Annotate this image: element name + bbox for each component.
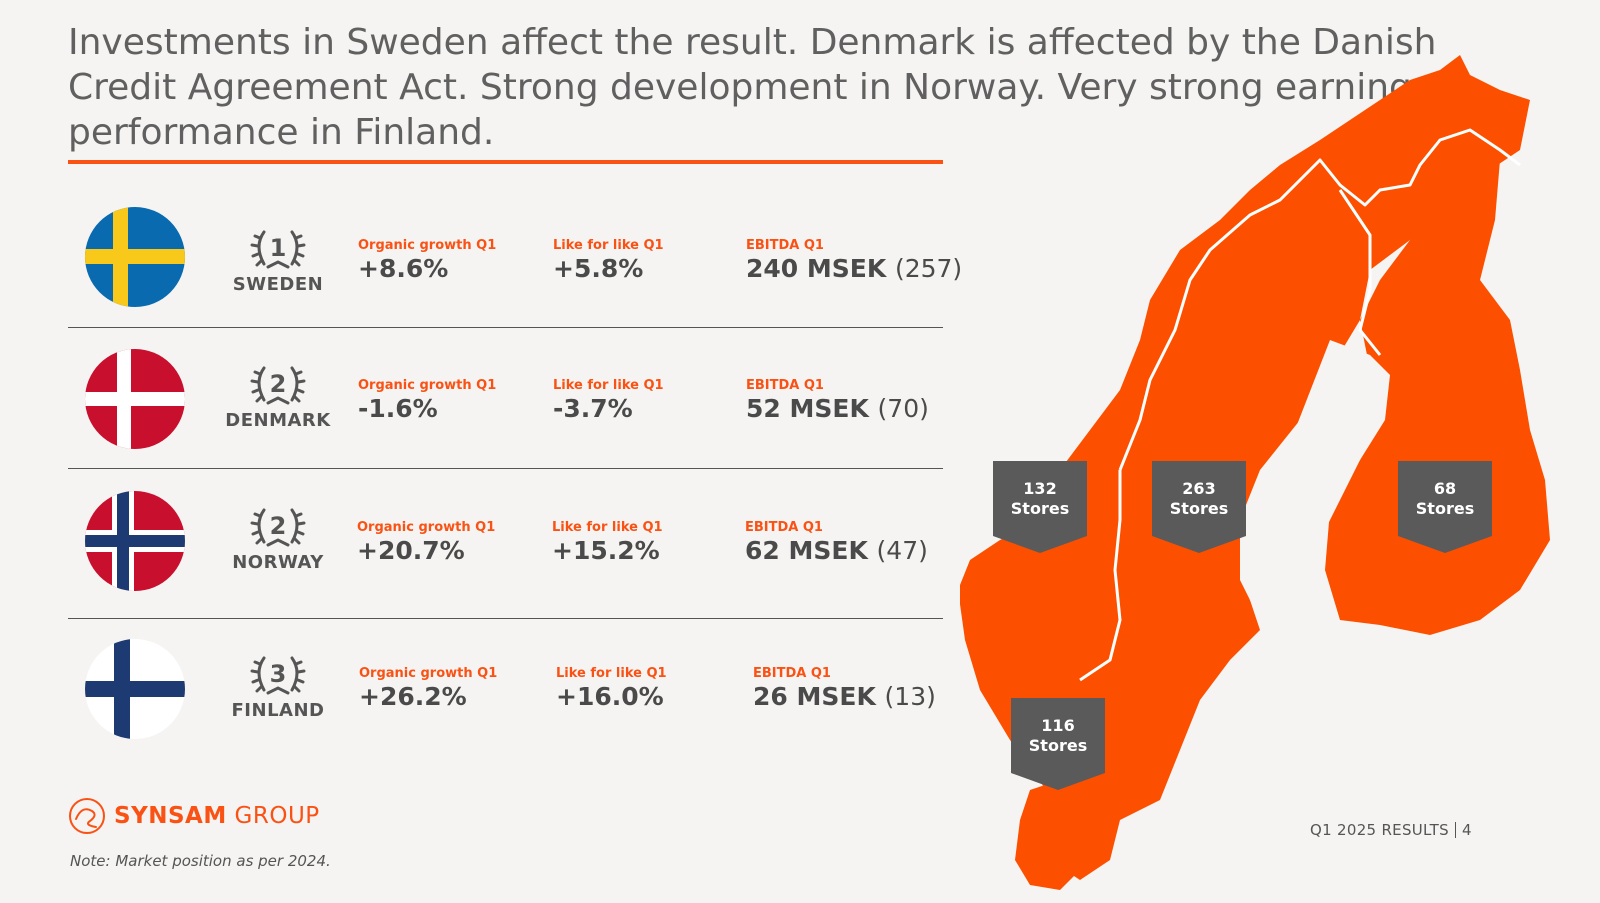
footer-label: Q1 2025 RESULTS [1310, 821, 1449, 839]
like-for-like: Like for like Q1 +5.8% [553, 238, 664, 283]
organic-growth: Organic growth Q1 +26.2% [359, 666, 498, 711]
market-rank: 3 FINLAND [208, 652, 348, 721]
ebitda-value: 62 MSEK [745, 536, 868, 565]
organic-growth: Organic growth Q1 +8.6% [358, 238, 497, 283]
sweden-flag-icon [85, 207, 185, 307]
ebitda: EBITDA Q1 52 MSEK (70) [746, 378, 929, 423]
ebitda-value: 26 MSEK [753, 682, 876, 711]
map-finland [1325, 150, 1550, 635]
laurel-icon: 2 [250, 366, 306, 405]
svg-text:3: 3 [270, 660, 287, 688]
market-rank: 1 SWEDEN [208, 226, 348, 295]
country-name: NORWAY [232, 552, 324, 573]
map-border-sweden-finland [1338, 189, 1382, 356]
store-label: Stores [1028, 736, 1088, 755]
footer-divider [1454, 822, 1456, 838]
footer: Q1 2025 RESULTS 4 [1310, 821, 1472, 839]
map-denmark [1015, 780, 1100, 890]
country-row-finland: 3 FINLAND Organic growth Q1 +26.2% Like … [68, 626, 948, 766]
logo-brand: SYNSAM [114, 803, 227, 829]
page-number: 4 [1461, 821, 1472, 839]
like-for-like: Like for like Q1 +15.2% [552, 520, 663, 565]
like-for-like: Like for like Q1 -3.7% [553, 378, 664, 423]
market-rank: 2 DENMARK [208, 362, 348, 431]
store-pin-sweden: 263 Stores [1152, 461, 1246, 553]
row-divider [68, 468, 943, 469]
denmark-flag-icon [85, 349, 185, 449]
ebitda-prev: (257) [894, 254, 963, 283]
store-pin-norway: 132 Stores [993, 461, 1087, 553]
ebitda: EBITDA Q1 26 MSEK (13) [753, 666, 936, 711]
country-row-sweden: 1 SWEDEN Organic growth Q1 +8.6% Like fo… [68, 198, 962, 338]
country-name: SWEDEN [232, 274, 324, 295]
store-label: Stores [1010, 499, 1070, 518]
country-name: FINLAND [231, 700, 325, 721]
ebitda: EBITDA Q1 240 MSEK (257) [746, 238, 963, 283]
svg-text:1: 1 [270, 234, 287, 262]
organic-growth: Organic growth Q1 -1.6% [358, 378, 497, 423]
norway-flag-icon [85, 491, 185, 591]
map-border-norway-sweden-south [1079, 470, 1122, 682]
row-divider [68, 618, 943, 619]
ebitda-value: 240 MSEK [746, 254, 887, 283]
svg-text:2: 2 [270, 512, 287, 540]
laurel-icon: 1 [250, 230, 306, 269]
laurel-icon: 2 [250, 508, 306, 547]
svg-text:2: 2 [270, 370, 287, 398]
map-gulf-of-bothnia [1240, 340, 1390, 640]
country-row-denmark: 2 DENMARK Organic growth Q1 -1.6% Like f… [68, 338, 948, 478]
synsam-logo-icon [69, 798, 105, 834]
ebitda-prev: (70) [877, 394, 929, 423]
organic-growth: Organic growth Q1 +20.7% [357, 520, 496, 565]
store-pin-denmark: 116 Stores [1011, 698, 1105, 790]
store-pin-finland: 68 Stores [1398, 461, 1492, 553]
store-count: 132 [1023, 479, 1057, 498]
country-name: DENMARK [225, 410, 331, 431]
title-underline [68, 160, 943, 164]
ebitda-prev: (13) [884, 682, 936, 711]
finland-flag-icon [85, 639, 185, 739]
ebitda: EBITDA Q1 62 MSEK (47) [745, 520, 928, 565]
like-for-like: Like for like Q1 +16.0% [556, 666, 667, 711]
store-count: 263 [1182, 479, 1216, 498]
ebitda-prev: (47) [876, 536, 928, 565]
store-count: 116 [1041, 716, 1075, 735]
ebitda-value: 52 MSEK [746, 394, 869, 423]
laurel-icon: 3 [250, 656, 306, 695]
map-border-norway-sweden [1118, 128, 1521, 471]
page-title: Investments in Sweden affect the result.… [68, 22, 1437, 153]
country-row-norway: 2 NORWAY Organic growth Q1 +20.7% Like f… [68, 480, 948, 620]
store-label: Stores [1169, 499, 1229, 518]
row-divider [68, 327, 943, 328]
store-label: Stores [1415, 499, 1475, 518]
footnote: Note: Market position as per 2024. [70, 852, 331, 870]
synsam-group-logo: SYNSAM GROUP [68, 796, 320, 836]
logo-suffix: GROUP [234, 803, 320, 829]
market-rank: 2 NORWAY [208, 504, 348, 573]
store-count: 68 [1433, 479, 1457, 498]
